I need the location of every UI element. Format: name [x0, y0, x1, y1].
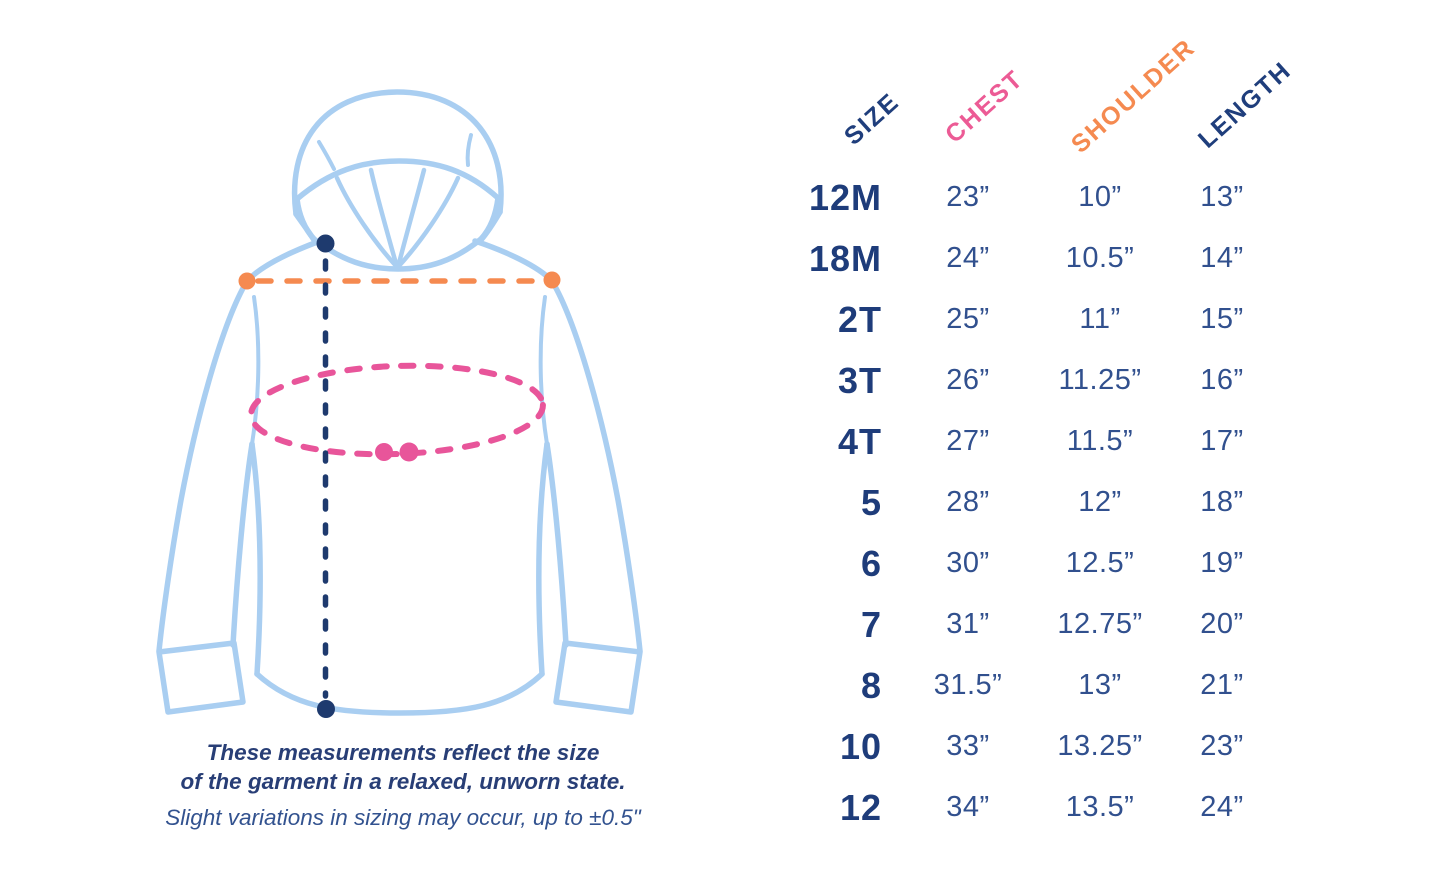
chest-cell: 28”	[946, 486, 990, 518]
hood-right-panel-seam	[465, 133, 473, 167]
chest-cell: 34”	[946, 791, 990, 823]
note-line-1: These measurements reflect the size	[206, 740, 600, 765]
hood-left-panel-seam	[317, 140, 336, 171]
note-line-2: of the garment in a relaxed, unworn stat…	[180, 769, 626, 794]
shoulder-cell: 13.25”	[1057, 730, 1143, 762]
shoulder-measure-dot-left	[238, 272, 256, 290]
hood-right-collar-wing	[478, 209, 503, 243]
length-cell: 16”	[1200, 364, 1244, 396]
chest-cell: 30”	[946, 547, 990, 579]
size-cell: 10	[839, 725, 882, 767]
length-cell: 17”	[1200, 425, 1244, 457]
chest-measure-dot-left	[375, 443, 393, 461]
size-cell: 2T	[837, 298, 882, 340]
chest-cell: 31.5”	[933, 669, 1003, 701]
chest-cell: 26”	[946, 364, 990, 396]
shoulder-cell: 13”	[1078, 669, 1122, 701]
size-cell: 3T	[837, 359, 882, 401]
size-table: 12M 23” 10” 13” 18M 24” 10.5” 14” 2T 25”…	[788, 167, 1298, 838]
chest-measure-ellipse	[248, 362, 546, 458]
hood-outer-outline	[291, 89, 504, 217]
length-cell: 21”	[1200, 669, 1244, 701]
shoulder-cell: 10”	[1078, 181, 1122, 213]
shoulder-cell: 13.5”	[1065, 791, 1135, 823]
size-cell: 8	[860, 664, 882, 706]
size-cell: 7	[860, 603, 882, 645]
column-header-shoulder: SHOULDER	[1065, 33, 1201, 159]
right-armhole-seam	[538, 295, 549, 446]
shoulder-cell: 11”	[1079, 303, 1121, 335]
shoulder-cell: 12.5”	[1065, 547, 1135, 579]
shoulder-cell: 11.5”	[1066, 425, 1134, 457]
hood-face-opening-rim	[294, 158, 501, 202]
hood-left-collar-wing	[293, 211, 317, 243]
bottom-hem	[254, 671, 545, 716]
size-cell: 4T	[837, 420, 882, 462]
length-cell: 13”	[1200, 181, 1244, 213]
left-sleeve-inner	[230, 441, 255, 648]
left-body-side	[249, 441, 263, 677]
hoodie-illustration	[156, 89, 643, 718]
size-cell: 12	[839, 786, 882, 828]
length-cell: 20”	[1200, 608, 1244, 640]
hood-pleat-lines	[334, 167, 461, 270]
left-armhole-seam	[250, 295, 261, 446]
column-header-length: LENGTH	[1192, 56, 1297, 154]
size-cell: 12M	[808, 176, 882, 218]
shoulder-cell: 12.75”	[1057, 608, 1143, 640]
left-sleeve-outer	[156, 278, 250, 654]
size-cell: 18M	[808, 237, 882, 279]
note-line-3: Slight variations in sizing may occur, u…	[165, 805, 641, 830]
right-sleeve-outer	[549, 278, 643, 654]
chest-cell: 24”	[946, 242, 990, 274]
size-cell: 6	[860, 542, 882, 584]
chest-cell: 23”	[946, 181, 990, 213]
length-cell: 24”	[1200, 791, 1244, 823]
column-header-size: SIZE	[838, 87, 905, 151]
length-cell: 23”	[1200, 730, 1244, 762]
right-body-side	[536, 441, 550, 677]
chest-cell: 25”	[946, 303, 990, 335]
shoulder-measure-dot-right	[543, 271, 561, 289]
column-header-chest: CHEST	[939, 64, 1030, 149]
shoulder-cell: 10.5”	[1065, 242, 1135, 274]
length-cell: 15”	[1200, 303, 1244, 335]
right-sleeve-inner	[544, 441, 569, 648]
length-cell: 14”	[1200, 242, 1244, 274]
size-cell: 5	[860, 481, 882, 523]
chest-cell: 31”	[946, 608, 990, 640]
shoulder-cell: 11.25”	[1058, 364, 1142, 396]
shoulder-cell: 12”	[1078, 486, 1122, 518]
length-cell: 19”	[1200, 547, 1244, 579]
length-cell: 18”	[1200, 486, 1244, 518]
right-cuff	[553, 640, 643, 715]
garment-outline	[156, 89, 643, 716]
left-cuff	[156, 640, 246, 715]
length-measure-dot-top	[316, 234, 335, 253]
measurement-note: These measurements reflect the size of t…	[118, 738, 688, 832]
chest-measure-dot-right	[399, 442, 419, 462]
left-shoulder-line	[244, 238, 323, 284]
length-measure-dot-bottom	[317, 700, 335, 718]
chest-cell: 33”	[946, 730, 990, 762]
right-shoulder-line	[472, 238, 555, 284]
chest-cell: 27”	[946, 425, 990, 457]
